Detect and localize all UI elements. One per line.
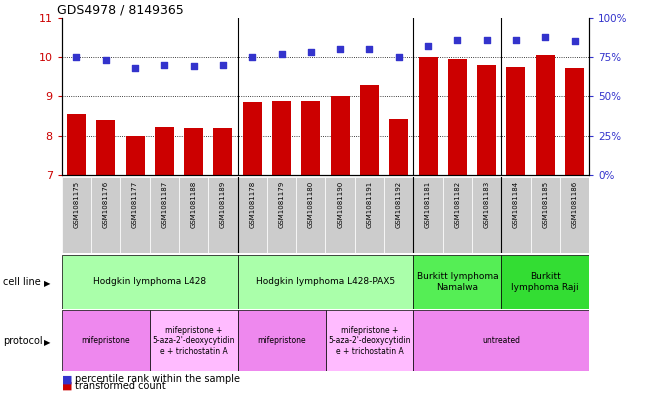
Point (393, 54, 404, 60)
Point (100, 57, 111, 63)
Text: GSM1081177: GSM1081177 (132, 181, 138, 228)
Text: Hodgkin lymphoma L428-PAX5: Hodgkin lymphoma L428-PAX5 (256, 277, 395, 286)
Text: GSM1081183: GSM1081183 (484, 181, 490, 228)
Bar (120, 177, 150, 253)
Text: transformed count: transformed count (75, 381, 165, 391)
Bar (506, 67, 525, 175)
Text: ▶: ▶ (44, 279, 51, 288)
Text: mifepristone +
5-aza-2'-deoxycytidin
e + trichostatin A: mifepristone + 5-aza-2'-deoxycytidin e +… (328, 326, 411, 356)
Bar (301, 101, 320, 175)
Point (540, 33, 550, 40)
Point (423, 43, 434, 49)
Text: cell line: cell line (3, 277, 41, 287)
Bar (531, 177, 560, 253)
Text: GSM1081175: GSM1081175 (74, 181, 79, 228)
Bar (472, 177, 501, 253)
Text: percentile rank within the sample: percentile rank within the sample (75, 374, 240, 384)
Text: GSM1081191: GSM1081191 (367, 181, 372, 228)
Text: GSM1081187: GSM1081187 (161, 181, 167, 228)
Text: GSM1081180: GSM1081180 (308, 181, 314, 228)
Text: GSM1081181: GSM1081181 (425, 181, 431, 228)
Bar (413, 310, 589, 371)
Point (510, 37, 521, 43)
Bar (360, 85, 379, 175)
Point (130, 65, 140, 71)
Bar (214, 128, 232, 175)
Bar (326, 177, 355, 253)
Text: mifepristone: mifepristone (257, 336, 306, 345)
Point (276, 51, 286, 57)
Text: ■: ■ (62, 374, 72, 384)
Bar (62, 310, 150, 371)
Bar (267, 177, 296, 253)
Bar (331, 96, 350, 175)
Text: GSM1081188: GSM1081188 (191, 181, 197, 228)
Point (452, 37, 462, 43)
Bar (326, 310, 413, 371)
Bar (272, 101, 291, 175)
Bar (62, 255, 238, 309)
Text: GSM1081179: GSM1081179 (279, 181, 284, 228)
Bar (96, 120, 115, 175)
Text: GSM1081189: GSM1081189 (220, 181, 226, 228)
Text: GSM1081184: GSM1081184 (513, 181, 519, 228)
Text: protocol: protocol (3, 336, 43, 346)
Bar (296, 177, 326, 253)
Point (481, 37, 492, 43)
Text: GDS4978 / 8149365: GDS4978 / 8149365 (57, 4, 184, 17)
Bar (179, 177, 208, 253)
Text: GSM1081185: GSM1081185 (542, 181, 548, 228)
Bar (477, 65, 496, 175)
Bar (448, 59, 467, 175)
Text: Hodgkin lymphoma L428: Hodgkin lymphoma L428 (93, 277, 206, 286)
Text: ▶: ▶ (44, 338, 51, 347)
Bar (413, 255, 501, 309)
Bar (419, 57, 437, 175)
Text: mifepristone: mifepristone (81, 336, 130, 345)
Text: ■: ■ (62, 381, 72, 391)
Text: mifepristone +
5-aza-2'-deoxycytidin
e + trichostatin A: mifepristone + 5-aza-2'-deoxycytidin e +… (152, 326, 235, 356)
Bar (238, 255, 413, 309)
Bar (443, 177, 472, 253)
Bar (355, 177, 384, 253)
Bar (560, 177, 589, 253)
Bar (150, 177, 179, 253)
Bar (501, 177, 531, 253)
Bar (501, 255, 589, 309)
Point (217, 62, 228, 68)
Bar (155, 127, 174, 175)
Bar (565, 68, 584, 175)
Bar (238, 310, 326, 371)
Text: Burkitt lymphoma
Namalwa: Burkitt lymphoma Namalwa (417, 272, 498, 292)
Point (335, 46, 345, 52)
Bar (536, 55, 555, 175)
Text: untreated: untreated (482, 336, 520, 345)
Bar (413, 177, 443, 253)
Bar (238, 177, 267, 253)
Point (71, 54, 82, 60)
Text: GSM1081176: GSM1081176 (103, 181, 109, 228)
Bar (208, 177, 238, 253)
Point (364, 46, 374, 52)
Bar (150, 310, 238, 371)
Point (159, 62, 169, 68)
Bar (184, 128, 203, 175)
Bar (67, 114, 86, 175)
Point (188, 63, 199, 70)
Text: GSM1081190: GSM1081190 (337, 181, 343, 228)
Text: GSM1081186: GSM1081186 (572, 181, 577, 228)
Bar (62, 177, 91, 253)
Bar (243, 102, 262, 175)
Point (569, 38, 579, 44)
Point (247, 54, 257, 60)
Bar (389, 119, 408, 175)
Text: GSM1081192: GSM1081192 (396, 181, 402, 228)
Bar (91, 177, 120, 253)
Text: GSM1081178: GSM1081178 (249, 181, 255, 228)
Text: GSM1081182: GSM1081182 (454, 181, 460, 228)
Bar (384, 177, 413, 253)
Bar (126, 136, 145, 175)
Text: Burkitt
lymphoma Raji: Burkitt lymphoma Raji (512, 272, 579, 292)
Point (305, 49, 316, 55)
